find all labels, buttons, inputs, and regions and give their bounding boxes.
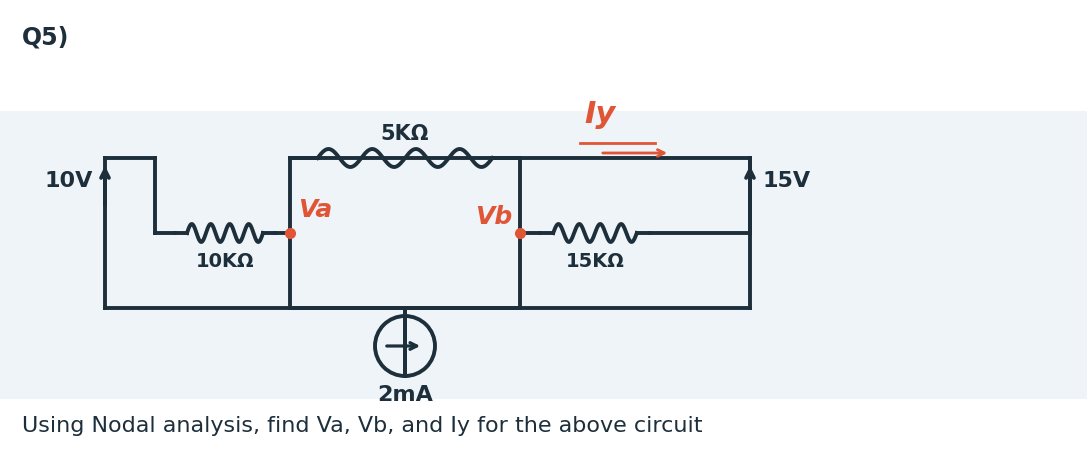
Text: 15KΩ: 15KΩ [565, 251, 624, 270]
FancyBboxPatch shape [0, 184, 1087, 256]
Text: Using Nodal analysis, find Va, Vb, and Iy for the above circuit: Using Nodal analysis, find Va, Vb, and I… [22, 415, 702, 435]
Text: 2mA: 2mA [377, 384, 433, 404]
Text: Va: Va [298, 198, 333, 221]
Text: 15V: 15V [762, 171, 810, 191]
FancyBboxPatch shape [0, 112, 1087, 184]
Text: 5KΩ: 5KΩ [380, 124, 429, 144]
Text: Q5): Q5) [22, 26, 70, 50]
Text: 10V: 10V [45, 171, 93, 191]
Text: Iy: Iy [585, 100, 615, 129]
FancyBboxPatch shape [0, 256, 1087, 327]
Text: 10KΩ: 10KΩ [196, 251, 254, 270]
Text: Vb: Vb [475, 205, 512, 229]
FancyBboxPatch shape [0, 327, 1087, 399]
